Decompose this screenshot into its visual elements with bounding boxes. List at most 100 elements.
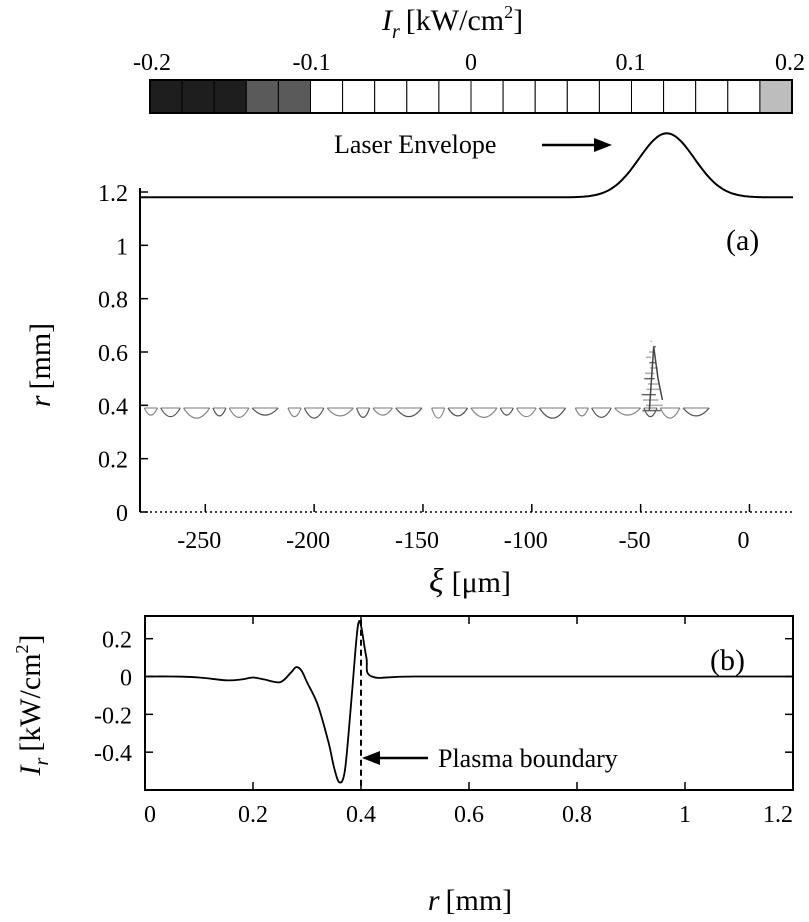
panel-b-y-tick-label: -0.2 (94, 703, 132, 729)
wake-lobe (643, 407, 658, 418)
panel-b-y-tick-label: 0 (120, 666, 132, 692)
colorbar-tick-label: -0.2 (133, 50, 171, 76)
colorbar-tick-label: -0.1 (293, 50, 331, 76)
panel-b-label: (b) (710, 644, 745, 677)
wake-lobe (160, 407, 181, 418)
colorbar-cell (406, 79, 440, 114)
colorbar-cell (470, 79, 504, 114)
panel-b-x-tick-label: 1 (679, 802, 691, 828)
wake-lobe (228, 407, 250, 418)
panel-a-label: (a) (726, 224, 759, 257)
wake-lobe (538, 407, 567, 419)
colorbar-cell (502, 79, 536, 114)
panel-a-x-tick-label: -50 (619, 528, 651, 554)
panel-a-x-tick-label: -100 (504, 528, 548, 554)
panel-b-x-tick-label: 0 (144, 802, 156, 828)
panel-a-x-tick-labels: -250 -200 -150 -100 -50 0 (177, 528, 749, 554)
panel-b-y-tick-label: 0.2 (102, 628, 132, 654)
wake-lobe (326, 407, 354, 417)
panel-a-y-tick-label: 0.8 (98, 288, 128, 314)
wake-lobe (303, 407, 325, 419)
colorbar-cell (374, 79, 408, 114)
wake-lobe (470, 407, 498, 418)
colorbar-cell (695, 79, 729, 114)
colorbar-cell (438, 79, 472, 114)
wake-lobe (614, 407, 642, 416)
panel-a-y-tick-label: 0.2 (98, 448, 128, 474)
colorbar-cell (181, 79, 215, 114)
colorbar-cell (342, 79, 376, 114)
plasma-boundary-arrow (362, 751, 428, 765)
colorbar-label: Ir [kW/cm2] (381, 2, 523, 43)
panel-a-x-tick-label: -250 (177, 528, 221, 554)
wake-lobe (447, 407, 469, 417)
colorbar-cell (727, 79, 761, 114)
panel-a: Laser Envelope (a) 0 0.2 0.4 0.6 0.8 1 1.2 -25… (24, 130, 793, 600)
wake-lobe (143, 407, 158, 416)
intensity-line (144, 620, 794, 784)
colorbar-cell (663, 79, 697, 114)
panel-b-x-axis-label: r [mm] (428, 884, 512, 917)
colorbar-frame (149, 79, 793, 114)
wake-lobe (212, 407, 227, 417)
wake-lobe (591, 407, 612, 418)
laser-envelope-line (140, 132, 793, 199)
wake-lobe (682, 407, 710, 417)
colorbar-cell (631, 79, 665, 114)
panel-a-x-tick-label: -200 (286, 528, 330, 554)
laser-envelope-arrow (542, 138, 612, 152)
colorbar-tick-labels: -0.2 -0.1 0 0.1 0.2 (133, 50, 805, 76)
colorbar-cell (534, 79, 568, 114)
panel-b-x-tick-label: 0.2 (238, 802, 268, 828)
panel-a-y-tick-label: 1.2 (98, 181, 128, 207)
wake-lobe (395, 407, 423, 418)
wake-lobe (516, 407, 537, 418)
wake-lobe (183, 407, 211, 419)
colorbar-cell (277, 79, 311, 114)
panel-b-y-tick-label: -0.4 (94, 741, 132, 767)
tail-feature-outline (648, 346, 664, 411)
panel-b-y-tick-labels: 0.2 0 -0.2 -0.4 (94, 628, 132, 767)
panel-a-x-tick-label: -150 (395, 528, 439, 554)
wake-lobe (287, 407, 302, 418)
panel-b-x-tick-label: 0.6 (454, 802, 484, 828)
panel-a-y-axis-label: r[mm] (24, 323, 57, 407)
laser-envelope-curve (140, 132, 793, 199)
panel-a-x-axis-label: ξ [μm] (429, 563, 511, 600)
colorbar-tick-label: 0 (465, 50, 477, 76)
laser-envelope-annotation: Laser Envelope (334, 130, 496, 159)
panel-a-y-tick-labels: 0 0.2 0.4 0.6 0.8 1 1.2 (98, 181, 128, 527)
wake-lobe (659, 407, 681, 419)
panel-a-y-tick-label: 0.4 (98, 394, 128, 420)
wake-lobe (499, 407, 514, 416)
panel-a-axes (139, 188, 793, 513)
colorbar-cell (149, 79, 183, 114)
colorbar-cell (310, 79, 344, 114)
panel-a-y-tick-label: 0.6 (98, 341, 128, 367)
panel-b-x-tick-label: 1.2 (763, 802, 793, 828)
panel-b-x-tick-label: 0.8 (562, 802, 592, 828)
panel-a-y-tick-label: 1 (116, 234, 128, 260)
wake-lobe (251, 407, 279, 416)
wake-lobe (372, 407, 393, 416)
colorbar-tick-label: 0.1 (616, 50, 646, 76)
panel-a-y-tick-label: 0 (116, 501, 128, 527)
panel-a-x-tick-label: 0 (737, 528, 749, 554)
wake-lobe (356, 407, 371, 418)
panel-b-y-axis-label: Ir[kW/cm2] (12, 634, 53, 776)
panel-b-x-tick-labels: 0 0.2 0.4 0.6 0.8 1 1.2 (144, 802, 793, 828)
panel-b: Plasma boundary (b) 0.2 0 -0.2 -0.4 0 0.2 0.4… (12, 615, 794, 917)
wake-lobe (574, 407, 589, 417)
colorbar-tick-label: 0.2 (775, 50, 805, 76)
colorbar: Ir [kW/cm2] -0.2 -0.1 0 0.1 0.2 (133, 2, 805, 114)
wake-structure (143, 340, 710, 419)
colorbar-cell (213, 79, 247, 114)
colorbar-cell (598, 79, 633, 114)
colorbar-cell (245, 79, 279, 114)
plasma-boundary-annotation: Plasma boundary (438, 744, 618, 773)
colorbar-cell (566, 79, 600, 114)
wake-lobe (431, 407, 446, 419)
panel-b-x-tick-label: 0.4 (346, 802, 376, 828)
colorbar-cells (149, 79, 793, 114)
